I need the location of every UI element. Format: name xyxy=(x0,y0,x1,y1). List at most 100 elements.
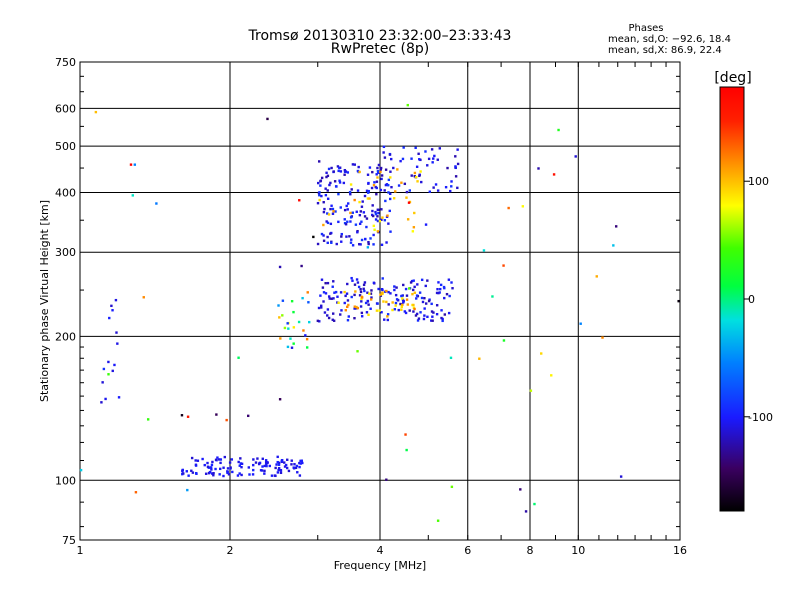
data-point xyxy=(340,235,343,238)
data-point xyxy=(416,319,420,322)
data-point xyxy=(343,218,346,221)
data-point xyxy=(371,214,375,218)
data-point xyxy=(524,510,528,513)
data-point xyxy=(329,181,332,185)
x-tick-label: 6 xyxy=(464,544,471,557)
data-point xyxy=(409,281,413,284)
data-point xyxy=(612,244,615,247)
data-point xyxy=(367,181,370,185)
data-point xyxy=(191,471,195,474)
data-point xyxy=(418,174,421,178)
data-point xyxy=(129,163,133,166)
data-point xyxy=(413,307,416,311)
data-point xyxy=(348,235,351,238)
data-point xyxy=(423,314,426,317)
data-point xyxy=(368,292,371,295)
data-point xyxy=(384,183,388,187)
data-point xyxy=(377,211,380,215)
data-point xyxy=(222,466,225,469)
data-point xyxy=(274,474,277,478)
data-point xyxy=(380,311,383,314)
data-point xyxy=(350,276,353,280)
data-point xyxy=(331,212,335,216)
colorbar-label: [deg] xyxy=(714,70,751,86)
data-point xyxy=(430,148,434,151)
data-point xyxy=(276,471,280,474)
y-tick-label: 500 xyxy=(55,140,76,153)
data-point xyxy=(219,458,223,461)
data-point xyxy=(338,181,342,184)
data-point xyxy=(230,458,234,461)
data-point xyxy=(208,471,212,474)
data-point xyxy=(318,194,321,197)
data-point xyxy=(358,222,362,226)
data-point xyxy=(333,291,336,294)
data-point xyxy=(316,201,320,205)
data-point xyxy=(297,320,301,324)
data-point xyxy=(440,309,443,312)
y-tick-label: 200 xyxy=(55,330,76,343)
data-point xyxy=(393,285,396,288)
data-point xyxy=(214,458,218,461)
data-point xyxy=(252,463,255,467)
data-point xyxy=(186,415,190,418)
data-point xyxy=(374,218,378,221)
phases-x-mode: mean, sd,X: 86.9, 22.4 xyxy=(608,45,722,56)
data-point xyxy=(111,309,114,312)
data-point xyxy=(329,207,332,211)
data-point xyxy=(386,313,390,316)
data-point xyxy=(368,166,372,169)
data-point xyxy=(431,315,434,318)
data-point xyxy=(366,300,370,303)
data-point xyxy=(117,396,121,399)
data-point xyxy=(222,474,225,478)
data-point xyxy=(319,179,323,182)
data-point xyxy=(385,241,388,244)
data-point xyxy=(286,322,289,325)
data-point xyxy=(433,154,436,158)
data-point xyxy=(376,176,379,179)
data-point xyxy=(274,466,277,470)
data-point xyxy=(434,183,438,186)
colorbar-tick-label: 0 xyxy=(748,293,755,306)
data-point xyxy=(247,466,251,469)
data-point xyxy=(331,207,335,211)
data-point xyxy=(307,301,310,304)
data-point xyxy=(410,157,413,160)
data-point xyxy=(358,213,362,217)
data-point xyxy=(356,189,360,192)
data-point xyxy=(364,237,367,241)
data-point xyxy=(415,294,419,297)
grid-lines xyxy=(80,62,680,540)
data-point xyxy=(418,291,422,294)
data-point xyxy=(359,288,362,291)
data-point xyxy=(210,463,214,467)
data-point xyxy=(394,301,398,305)
data-point xyxy=(316,319,320,323)
data-point xyxy=(324,187,327,190)
data-point xyxy=(388,209,391,213)
data-point xyxy=(392,197,396,200)
data-point xyxy=(401,157,405,161)
data-point xyxy=(290,346,294,349)
data-point xyxy=(356,281,360,284)
data-point xyxy=(364,301,368,305)
data-point xyxy=(330,241,333,244)
data-point xyxy=(328,297,331,300)
data-point xyxy=(219,461,222,465)
data-point xyxy=(382,151,385,154)
data-point xyxy=(367,313,370,317)
data-point xyxy=(443,313,447,316)
data-point xyxy=(134,491,138,494)
data-point xyxy=(316,181,320,185)
data-point xyxy=(380,208,383,211)
data-point xyxy=(379,166,383,170)
data-point xyxy=(131,194,135,197)
data-point xyxy=(292,466,295,469)
data-point xyxy=(381,277,384,280)
data-point xyxy=(412,226,416,229)
data-point xyxy=(239,462,243,465)
data-point xyxy=(339,170,343,173)
data-point xyxy=(389,192,392,196)
data-point xyxy=(308,320,311,324)
